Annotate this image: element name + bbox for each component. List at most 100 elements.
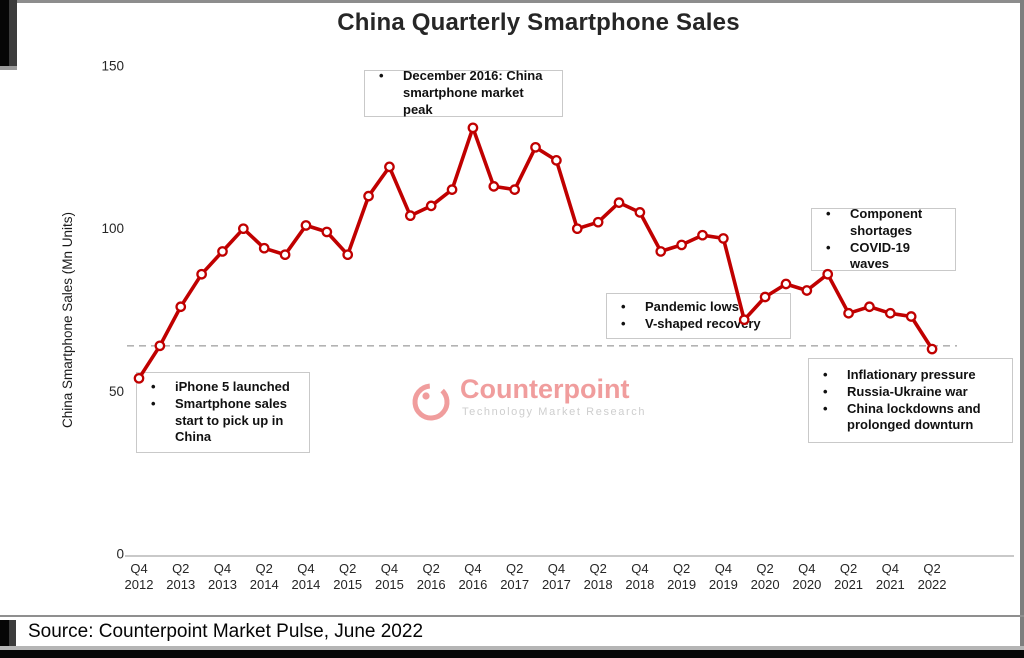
x-axis-tick-year: 2018 — [584, 577, 613, 592]
data-point-marker — [718, 233, 729, 244]
annotation-text: Smartphone sales start to pick up in Chi… — [175, 395, 287, 445]
x-axis-tick-year: 2015 — [333, 577, 362, 592]
annotation-dec-2016-peak: • December 2016: China smartphone market … — [364, 68, 563, 117]
annotation-bullet-item: • Component shortages — [826, 206, 947, 240]
x-axis-tick-year: 2017 — [500, 577, 529, 592]
data-point-marker — [425, 200, 437, 212]
bullet-icon: • — [621, 299, 626, 315]
x-axis-tick-quarter: Q4 — [130, 561, 147, 576]
x-axis-tick-quarter: Q4 — [798, 561, 815, 576]
y-axis-tick-label: 0 — [116, 547, 124, 562]
x-axis-tick-quarter: Q2 — [923, 561, 940, 576]
annotation-text: Component shortages — [850, 205, 923, 238]
bullet-icon: • — [379, 68, 384, 84]
annotation-iphone5-launch: • iPhone 5 launched • Smartphone sales star… — [136, 372, 310, 453]
x-axis-tick-quarter: Q2 — [423, 561, 440, 576]
data-point-marker — [342, 249, 354, 261]
annotation-bullet-item: • iPhone 5 launched — [151, 379, 301, 396]
annotation-bullet-item: • COVID-19 waves — [826, 240, 947, 274]
data-point-marker — [258, 242, 270, 254]
x-axis-tick-quarter: Q4 — [631, 561, 648, 576]
x-axis-tick-quarter: Q2 — [506, 561, 523, 576]
x-axis-tick-quarter: Q4 — [297, 561, 314, 576]
data-point-marker — [238, 223, 249, 235]
frame-top-border — [0, 0, 1024, 3]
x-axis-tick-year: 2016 — [458, 577, 487, 592]
data-point-marker — [697, 229, 708, 241]
data-point-marker — [634, 207, 646, 218]
sales-series-line — [137, 126, 934, 381]
data-point-marker — [864, 301, 875, 313]
bullet-icon: • — [826, 239, 831, 255]
x-axis-tick-quarter: Q4 — [464, 561, 481, 576]
x-axis-tick-year: 2021 — [876, 577, 905, 592]
x-axis-tick-quarter: Q4 — [548, 561, 565, 576]
frame-bottom-black-bar — [0, 650, 1024, 658]
annotation-bullet-item: • Inflationary pressure — [823, 367, 1004, 384]
data-point-marker — [446, 184, 458, 195]
annotation-text: Inflationary pressure — [847, 366, 976, 382]
annotation-bullet-item: • China lockdowns and prolonged downturn — [823, 401, 1004, 435]
data-point-marker — [175, 301, 187, 313]
bullet-icon: • — [151, 378, 156, 394]
x-axis-tick-year: 2022 — [918, 577, 947, 592]
data-point-marker — [759, 291, 771, 303]
data-point-marker — [279, 249, 291, 261]
x-axis-tick-quarter: Q4 — [715, 561, 732, 576]
annotation-text: China lockdowns and prolonged downturn — [847, 400, 981, 433]
bullet-icon: • — [823, 400, 828, 416]
bullet-icon: • — [826, 205, 831, 221]
bullet-icon: • — [823, 366, 828, 382]
data-point-marker — [571, 223, 583, 235]
frame-corner-tab-top — [0, 0, 17, 66]
x-axis-tick-quarter: Q2 — [673, 561, 690, 576]
data-point-marker — [154, 340, 166, 352]
x-axis-tick-year: 2013 — [208, 577, 237, 592]
data-point-marker — [676, 239, 687, 251]
frame-right-border — [1020, 0, 1024, 658]
data-point-marker — [404, 210, 416, 222]
annotation-bullet-item: • Pandemic lows — [621, 299, 782, 316]
x-axis-tick-year: 2014 — [250, 577, 279, 592]
annotation-text: Russia-Ukraine war — [847, 383, 968, 399]
y-axis-tick-label: 100 — [101, 221, 124, 236]
data-point-marker — [905, 311, 917, 322]
x-axis-tick-quarter: Q4 — [381, 561, 398, 576]
x-axis-tick-year: 2014 — [291, 577, 320, 592]
annotation-bullet-item: • V-shaped recovery — [621, 316, 782, 333]
data-point-marker — [592, 216, 604, 228]
footer-divider — [0, 615, 1024, 617]
frame-corner-tab-bottom — [0, 620, 16, 648]
watermark-brand-name: Counterpoint — [460, 374, 630, 404]
annotation-inflation-downturn: • Inflationary pressure • Russia-Ukraine wa… — [808, 358, 1013, 443]
data-point-marker — [843, 307, 854, 319]
x-axis-tick-year: 2021 — [834, 577, 863, 592]
x-axis-tick-quarter: Q4 — [214, 561, 231, 576]
x-axis-tick-quarter: Q2 — [589, 561, 606, 576]
data-point-marker — [509, 184, 521, 195]
page-title: China Quarterly Smartphone Sales — [337, 9, 740, 36]
bullet-icon: • — [151, 395, 156, 411]
annotation-component-shortages: • Component shortages • COVID-19 waves — [811, 206, 956, 274]
x-axis-tick-year: 2016 — [417, 577, 446, 592]
data-point-marker — [655, 246, 667, 257]
data-point-marker — [926, 343, 938, 355]
data-point-marker — [217, 246, 228, 257]
source-caption: Source: Counterpoint Market Pulse, June … — [28, 621, 424, 642]
data-point-marker — [196, 268, 207, 280]
data-point-marker — [321, 226, 333, 238]
x-axis-tick-quarter: Q2 — [339, 561, 356, 576]
bullet-icon: • — [621, 316, 626, 331]
x-axis-tick-year: 2020 — [751, 577, 780, 592]
annotation-bullet-item: • Russia-Ukraine war — [823, 384, 1004, 401]
x-axis-tick-year: 2019 — [667, 577, 696, 592]
x-axis-tick-year: 2017 — [542, 577, 571, 592]
data-point-marker — [133, 372, 145, 384]
y-axis-tick-label: 150 — [101, 59, 124, 74]
x-axis-tick-quarter: Q2 — [256, 561, 273, 576]
x-axis-tick-year: 2018 — [625, 577, 654, 592]
x-axis-tick-year: 2019 — [709, 577, 738, 592]
counterpoint-logo-icon — [412, 383, 450, 421]
annotation-text: Pandemic lows — [645, 299, 739, 315]
